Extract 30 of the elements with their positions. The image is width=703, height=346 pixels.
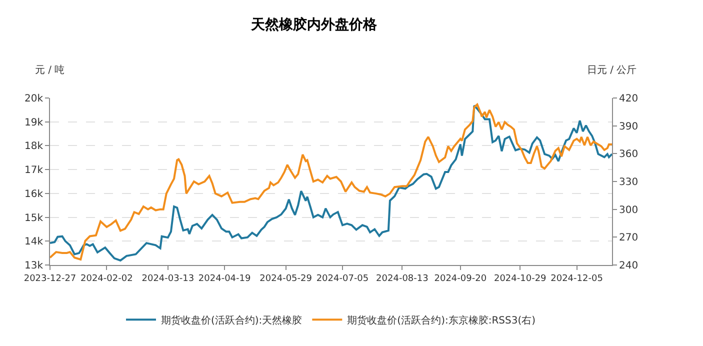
y2-tick-label: 240: [619, 260, 638, 272]
y-tick-label: 19k: [24, 117, 44, 128]
x-tick-label: 2024-02-02: [80, 274, 133, 284]
y2-tick-label: 270: [619, 232, 638, 244]
y2-tick-label: 330: [619, 177, 638, 188]
y2-axis-title: 日元 / 公斤: [587, 64, 637, 76]
x-tick-label: 2024-07-05: [316, 274, 369, 284]
y-tick-label: 16k: [24, 188, 44, 200]
x-tick-label: 2024-10-29: [494, 274, 547, 284]
y-tick-label: 15k: [24, 212, 44, 224]
y-axis-title: 元 / 吨: [35, 64, 65, 76]
y2-tick-label: 420: [619, 94, 638, 104]
y-tick-label: 14k: [24, 236, 44, 248]
y-tick-label: 20k: [24, 94, 44, 104]
y2-tick-label: 360: [619, 149, 638, 160]
x-tick-label: 2024-12-05: [550, 274, 603, 284]
legend-label: 期货收盘价(活跃合约):东京橡胶:RSS3(右): [347, 314, 536, 326]
legend-label: 期货收盘价(活跃合约):天然橡胶: [161, 314, 302, 326]
x-tick-label: 2024-05-29: [260, 274, 312, 284]
chart-title: 天然橡胶内外盘价格: [250, 16, 378, 34]
y2-tick-label: 300: [619, 204, 638, 216]
x-tick-label: 2023-12-27: [24, 274, 76, 284]
x-tick-label: 2024-08-13: [376, 274, 428, 284]
x-tick-label: 2024-04-19: [198, 274, 251, 284]
x-tick-label: 2024-09-20: [434, 274, 487, 284]
x-tick-label: 2024-03-13: [142, 274, 194, 284]
y2-tick-label: 390: [619, 121, 638, 132]
y-tick-label: 13k: [24, 260, 44, 272]
y-tick-label: 18k: [24, 141, 44, 152]
y-tick-label: 17k: [24, 165, 44, 176]
